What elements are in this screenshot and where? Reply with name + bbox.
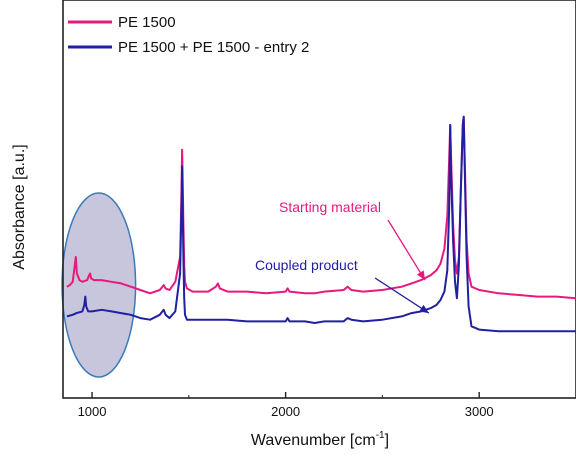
legend-label-coupled: PE 1500 + PE 1500 - entry 2 [118, 39, 309, 56]
annotation-starting-material-text: Starting material [279, 199, 381, 215]
annotation-starting-material-arrow [387, 219, 426, 281]
legend-label-pe1500: PE 1500 [118, 14, 176, 31]
x-tick-label-2000: 2000 [271, 404, 300, 419]
x-axis-ticks: 1000 2000 3000 [78, 392, 576, 419]
legend: PE 1500 PE 1500 + PE 1500 - entry 2 [68, 14, 309, 56]
y-axis-title: Absorbance [a.u.] [11, 144, 28, 269]
x-tick-label-1000: 1000 [78, 404, 107, 419]
series-line-1 [66, 115, 576, 333]
annotation-starting-material: Starting material [279, 199, 426, 281]
highlight-ellipse [61, 192, 137, 378]
annotation-coupled-product-text: Coupled product [255, 257, 358, 273]
annotation-starting-material-arrowhead [416, 270, 426, 281]
x-axis-title: Wavenumber [cm-1] [251, 430, 389, 449]
series-layer [66, 115, 576, 333]
annotation-coupled-product: Coupled product [255, 257, 430, 314]
annotation-coupled-product-arrow [374, 277, 430, 314]
x-tick-label-3000: 3000 [465, 404, 494, 419]
annotation-coupled-product-arrowhead [419, 304, 429, 314]
plot-frame [62, 0, 576, 399]
